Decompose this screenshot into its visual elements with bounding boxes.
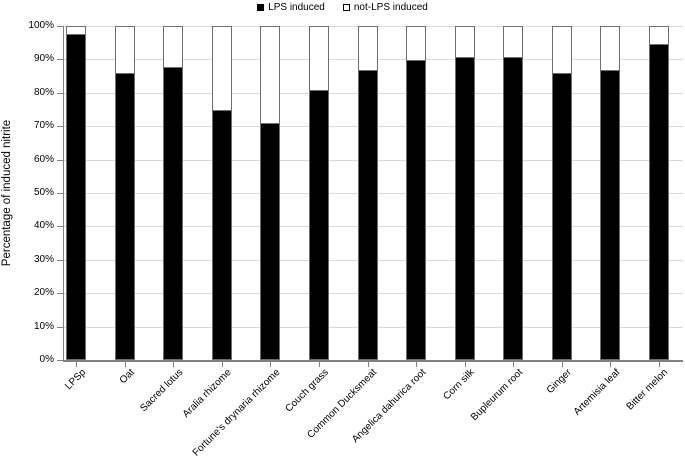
x-axis-label: Sacred lotus: [138, 367, 186, 415]
x-axis-label: Bupleurum root: [468, 367, 525, 424]
x-axis-tick: [658, 362, 660, 367]
legend-label: not-LPS induced: [353, 1, 428, 13]
bar-segment-lps-induced: [261, 123, 280, 359]
y-axis-tick: [57, 259, 63, 261]
y-axis-tick-label: 40%: [33, 220, 54, 232]
bar-lpsp: [66, 26, 87, 360]
bar-segment-lps-induced: [309, 90, 328, 359]
bar-segment-lps-induced: [601, 70, 620, 359]
x-axis-tick: [76, 362, 78, 367]
y-axis-tick-label: 0%: [39, 354, 54, 365]
y-axis-tick: [57, 326, 63, 328]
y-axis-tick-label: 90%: [33, 53, 54, 65]
bar-oat: [114, 26, 135, 360]
y-axis-tick-label: 10%: [33, 320, 54, 332]
y-axis-tick-label: 30%: [33, 253, 54, 265]
x-axis-tick: [416, 362, 418, 367]
x-axis-label: Aralia rhizome: [180, 367, 234, 420]
bar-aralia-rhizome: [211, 26, 232, 360]
y-axis-tick: [57, 226, 63, 228]
y-axis-tick: [57, 59, 63, 61]
open-square-icon: [342, 3, 350, 11]
bar-couch-grass: [308, 26, 329, 360]
y-axis-tick: [57, 92, 63, 94]
bar-artemisia-leaf: [600, 26, 621, 360]
bar-segment-lps-induced: [552, 73, 571, 359]
y-axis-tick-label: 60%: [33, 153, 54, 165]
bar-segment-lps-induced: [649, 43, 668, 359]
legend-item-not-lps-induced: not-LPS induced: [342, 1, 428, 13]
bar-fortune-s-drynaria-rhizome: [260, 26, 281, 360]
bar-segment-lps-induced: [115, 73, 134, 359]
x-axis-label: Oat: [117, 367, 137, 387]
x-axis-tick: [124, 362, 126, 367]
y-axis-tick-label: 50%: [33, 187, 54, 198]
x-axis-label: Fortune's drynaria rhizome: [190, 367, 283, 458]
x-axis-tick: [367, 362, 369, 367]
legend-item-lps-induced: LPS induced: [257, 2, 325, 13]
y-axis-tick-label: 80%: [33, 86, 54, 98]
bar-bitter-melon: [648, 26, 669, 360]
x-axis-label: LPSp: [62, 367, 89, 393]
y-axis-tick: [57, 126, 63, 128]
bar-angelica-dahurica-root: [406, 26, 427, 360]
chart-legend: LPS induced not-LPS induced: [0, 0, 685, 14]
bar-segment-lps-induced: [504, 56, 523, 359]
y-axis-tick-label: 100%: [28, 20, 54, 31]
filled-square-icon: [257, 3, 265, 11]
bar-segment-lps-induced: [212, 110, 231, 359]
y-axis-line: [63, 26, 64, 360]
x-axis-label: Ginger: [544, 367, 574, 397]
bar-common-ducksmeat: [357, 26, 378, 360]
bar-ginger: [551, 26, 572, 360]
bar-segment-lps-induced: [164, 66, 183, 359]
bar-segment-lps-induced: [358, 70, 377, 359]
bar-segment-lps-induced: [455, 56, 474, 359]
x-axis-tick: [610, 362, 612, 367]
x-axis-tick: [464, 362, 466, 367]
y-axis-tick: [57, 159, 63, 161]
bar-segment-lps-induced: [67, 33, 86, 359]
y-axis-tick-label: 70%: [33, 120, 54, 132]
x-axis-tick: [561, 362, 563, 367]
y-axis-tick: [57, 293, 63, 295]
y-axis-tick-label: 20%: [33, 287, 54, 299]
legend-label: LPS induced: [268, 1, 325, 13]
y-axis-tick: [57, 26, 63, 27]
y-axis-tick: [57, 360, 63, 361]
bar-corn-silk: [454, 26, 475, 360]
x-axis-tick: [270, 362, 272, 367]
x-axis-label: Couch grass: [283, 367, 331, 415]
x-axis-line: [63, 360, 683, 362]
x-axis-label: Bitter melon: [624, 367, 671, 413]
x-axis-label: Corn silk: [441, 367, 477, 403]
x-axis-tick: [318, 362, 320, 367]
bar-segment-lps-induced: [407, 60, 426, 359]
x-axis-label: Artemisia leaf: [571, 367, 622, 418]
x-axis-tick: [513, 362, 515, 367]
x-axis-tick: [221, 362, 223, 367]
bar-sacred-lotus: [163, 26, 184, 360]
x-axis-tick: [173, 362, 175, 367]
y-axis-tick: [57, 193, 63, 194]
bar-bupleurum-root: [503, 26, 524, 360]
